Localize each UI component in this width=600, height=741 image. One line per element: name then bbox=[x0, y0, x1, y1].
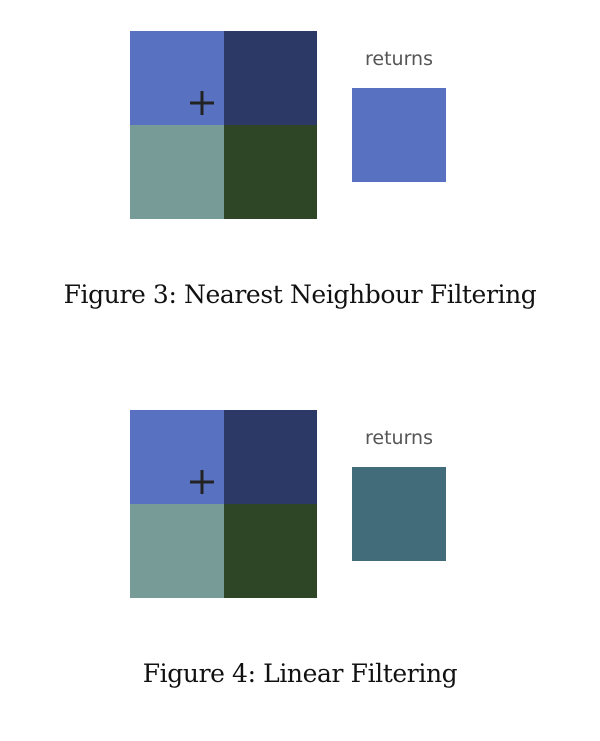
texel-grid bbox=[130, 410, 317, 598]
figure-nearest-neighbour: returns Figure 3: Nearest Neighbour Filt… bbox=[0, 0, 600, 362]
returned-color-swatch bbox=[352, 88, 446, 182]
texel-bottom-left bbox=[130, 504, 224, 598]
figure-caption: Figure 3: Nearest Neighbour Filtering bbox=[63, 280, 537, 309]
returns-label: returns bbox=[365, 48, 433, 70]
texel-bottom-right bbox=[223, 504, 317, 598]
figure-linear-filtering: returns Figure 4: Linear Filtering bbox=[0, 379, 600, 741]
returns-label: returns bbox=[365, 427, 433, 449]
texel-top-right bbox=[223, 410, 317, 504]
texel-bottom-right bbox=[223, 125, 317, 219]
texel-top-right bbox=[223, 31, 317, 125]
plus-icon bbox=[190, 470, 214, 494]
texel-top-left bbox=[130, 410, 224, 504]
plus-icon bbox=[190, 91, 214, 115]
texel-grid bbox=[130, 31, 317, 219]
figure-caption: Figure 4: Linear Filtering bbox=[142, 659, 458, 688]
returned-color-swatch bbox=[352, 467, 446, 561]
texel-top-left bbox=[130, 31, 224, 125]
texel-bottom-left bbox=[130, 125, 224, 219]
